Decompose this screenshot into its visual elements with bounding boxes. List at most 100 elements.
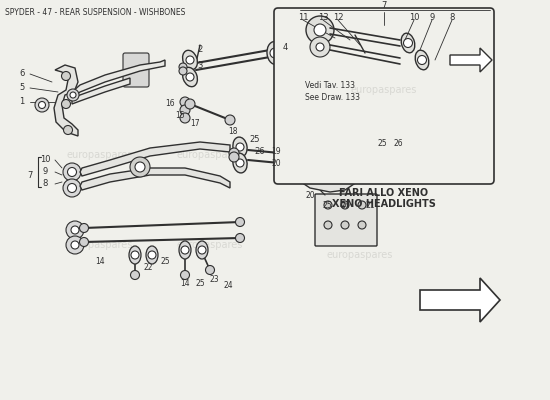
Circle shape (324, 221, 332, 229)
Circle shape (291, 152, 299, 160)
Circle shape (236, 159, 244, 167)
Text: 25: 25 (195, 280, 205, 288)
Text: Vedi Tav. 133: Vedi Tav. 133 (305, 80, 355, 90)
Text: europaspares: europaspares (67, 150, 133, 160)
Text: XENO HEADLIGHTS: XENO HEADLIGHTS (332, 199, 436, 209)
Circle shape (180, 105, 190, 115)
Circle shape (62, 72, 70, 80)
Circle shape (71, 241, 79, 249)
Circle shape (386, 150, 394, 158)
Ellipse shape (415, 50, 429, 70)
Circle shape (179, 67, 187, 75)
Circle shape (185, 99, 195, 109)
Circle shape (225, 115, 235, 125)
Circle shape (280, 155, 290, 165)
Circle shape (80, 224, 89, 232)
Text: 21: 21 (365, 200, 375, 210)
Ellipse shape (146, 246, 158, 264)
Circle shape (325, 48, 335, 58)
Circle shape (181, 246, 189, 254)
Circle shape (229, 148, 239, 158)
Text: 4: 4 (282, 42, 288, 52)
Circle shape (404, 38, 412, 48)
Circle shape (130, 157, 150, 177)
Text: 8: 8 (42, 180, 48, 188)
Text: 26: 26 (255, 148, 265, 156)
Text: 25: 25 (250, 134, 260, 144)
Circle shape (63, 179, 81, 197)
Text: 20: 20 (305, 190, 315, 200)
Circle shape (315, 145, 345, 175)
Circle shape (180, 97, 190, 107)
Circle shape (310, 37, 330, 57)
Circle shape (401, 150, 409, 158)
Ellipse shape (310, 34, 326, 56)
Ellipse shape (196, 241, 208, 259)
Circle shape (236, 143, 244, 151)
Circle shape (68, 184, 76, 192)
Circle shape (130, 270, 140, 280)
Circle shape (63, 163, 81, 181)
Text: 5: 5 (19, 84, 25, 92)
Circle shape (417, 56, 426, 64)
Text: 25: 25 (377, 140, 387, 148)
Polygon shape (72, 78, 130, 104)
Text: 19: 19 (271, 148, 281, 156)
Text: europaspares: europaspares (327, 113, 393, 123)
Circle shape (235, 234, 245, 242)
Circle shape (186, 73, 194, 81)
Ellipse shape (289, 147, 301, 165)
Circle shape (324, 201, 332, 209)
Circle shape (206, 266, 214, 274)
Text: 11: 11 (298, 12, 308, 22)
Circle shape (179, 63, 187, 71)
FancyBboxPatch shape (315, 194, 377, 246)
Circle shape (276, 147, 286, 157)
Text: 26: 26 (340, 200, 350, 210)
Circle shape (358, 201, 366, 209)
Text: 16: 16 (165, 100, 175, 108)
Polygon shape (292, 128, 368, 192)
Circle shape (80, 238, 89, 246)
Circle shape (314, 24, 326, 36)
Text: 9: 9 (42, 168, 48, 176)
Text: 12: 12 (333, 12, 343, 22)
Text: 14: 14 (95, 258, 105, 266)
Circle shape (70, 92, 76, 98)
Circle shape (198, 246, 206, 254)
Circle shape (306, 16, 334, 44)
Text: 7: 7 (28, 170, 32, 180)
Polygon shape (80, 142, 230, 176)
Circle shape (371, 150, 379, 158)
Ellipse shape (399, 145, 411, 163)
Circle shape (180, 270, 190, 280)
Text: 2: 2 (197, 46, 202, 54)
Polygon shape (80, 168, 230, 190)
Circle shape (71, 226, 79, 234)
Circle shape (270, 48, 280, 58)
Polygon shape (54, 65, 78, 136)
Text: 25: 25 (160, 258, 170, 266)
Text: 3: 3 (197, 62, 203, 70)
Circle shape (131, 251, 139, 259)
Circle shape (66, 221, 84, 239)
Circle shape (316, 43, 324, 51)
Text: europaspares: europaspares (177, 150, 243, 160)
Circle shape (186, 56, 194, 64)
Circle shape (67, 89, 79, 101)
Circle shape (341, 221, 349, 229)
Circle shape (35, 98, 49, 112)
Text: europaspares: europaspares (177, 240, 243, 250)
Text: 17: 17 (190, 120, 200, 128)
Text: 14: 14 (180, 280, 190, 288)
Ellipse shape (267, 42, 283, 64)
Text: 1: 1 (19, 98, 25, 106)
Circle shape (322, 152, 338, 168)
Circle shape (68, 168, 76, 176)
Text: 23: 23 (209, 276, 219, 284)
Circle shape (235, 218, 245, 226)
Ellipse shape (129, 246, 141, 264)
Text: See Draw. 133: See Draw. 133 (305, 92, 360, 102)
Ellipse shape (322, 42, 338, 64)
Text: 15: 15 (175, 110, 185, 120)
